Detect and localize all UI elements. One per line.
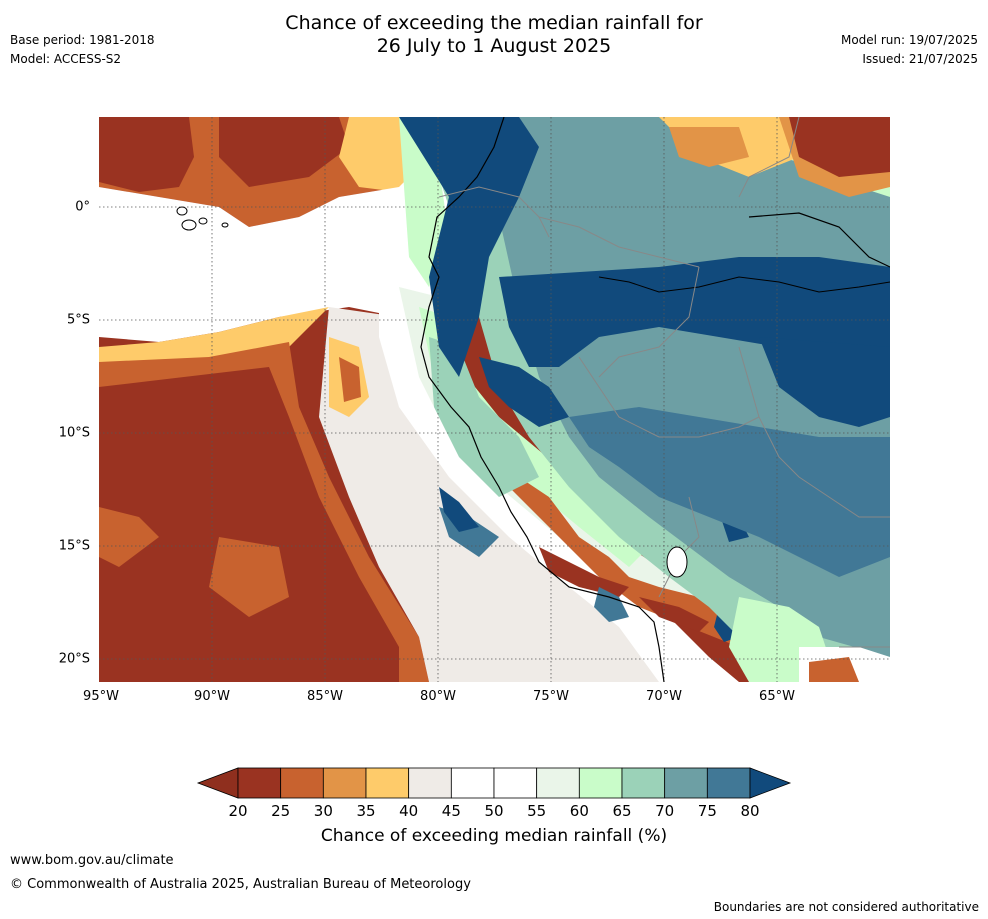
colorbar: [196, 767, 792, 799]
colorbar-tick-label: 55: [527, 802, 547, 820]
lat-label-15s: 15°S: [58, 538, 90, 554]
colorbar-segment: [578, 767, 623, 799]
copyright-text: © Commonwealth of Australia 2025, Austra…: [10, 877, 471, 892]
bom-url-text: www.bom.gov.au/climate: [10, 853, 174, 868]
colorbar-tick-label: 25: [271, 802, 291, 820]
colorbar-segment: [621, 767, 666, 799]
lon-label-95w: 95°W: [83, 689, 119, 704]
colorbar-segment: [365, 767, 410, 799]
colorbar-segment: [493, 767, 538, 799]
amazon-river: [598, 276, 890, 293]
lat-label-5s: 5°S: [66, 312, 90, 328]
colorbar-tick-label: 30: [313, 802, 333, 820]
rainfall-probability-map: [99, 117, 890, 682]
colorbar-segment: [450, 767, 495, 799]
colorbar-segment: [408, 767, 452, 799]
colorbar-label: Chance of exceeding median rainfall (%): [320, 826, 668, 846]
colorbar-segment: [237, 767, 282, 799]
map-title: Chance of exceeding the median rainfall …: [0, 12, 988, 58]
lat-label-20s: 20°S: [58, 651, 90, 667]
model-text: Model: ACCESS-S2: [10, 52, 122, 66]
lat-label-0: 0°: [75, 199, 90, 215]
colorbar-segment: [322, 767, 367, 799]
colorbar-tick-label: 40: [399, 802, 419, 820]
colorbar-segment: [664, 767, 708, 799]
colorbar-tick-label: 65: [612, 802, 632, 820]
lon-label-70w: 70°W: [646, 689, 682, 704]
disclaimer-text: Boundaries are not considered authoritat…: [713, 900, 979, 914]
lon-label-80w: 80°W: [420, 689, 456, 704]
galapagos-islands: [176, 206, 229, 231]
colorbar-tick-label: 70: [655, 802, 675, 820]
colorbar-tick-label: 45: [441, 802, 461, 820]
south-america-coastline: [420, 117, 665, 682]
colorbar-segment: [536, 767, 580, 799]
colorbar-high-arrow: [749, 767, 792, 799]
colorbar-tick-label: 80: [740, 802, 760, 820]
colorbar-tick-label: 50: [484, 802, 504, 820]
lake-titicaca: [666, 546, 688, 578]
colorbar-tick-label: 35: [356, 802, 376, 820]
lon-label-65w: 65°W: [759, 689, 795, 704]
model-run-text: Model run: 19/07/2025: [840, 33, 978, 47]
lon-label-90w: 90°W: [194, 689, 230, 704]
colorbar-low-arrow: [196, 767, 239, 799]
lon-label-75w: 75°W: [533, 689, 569, 704]
colorbar-segment: [280, 767, 324, 799]
colorbar-tick-label: 75: [697, 802, 717, 820]
lat-label-10s: 10°S: [58, 425, 90, 441]
country-borders: [438, 117, 890, 648]
issued-text: Issued: 21/07/2025: [862, 52, 978, 66]
title-line-2: 26 July to 1 August 2025: [376, 35, 612, 57]
title-line-1: Chance of exceeding the median rainfall …: [285, 12, 703, 34]
lon-label-85w: 85°W: [307, 689, 343, 704]
base-period-text: Base period: 1981-2018: [10, 33, 155, 47]
colorbar-tick-label: 60: [569, 802, 589, 820]
colorbar-tick-label: 20: [228, 802, 248, 820]
colorbar-segment: [706, 767, 751, 799]
amazon-coastline: [748, 212, 890, 268]
